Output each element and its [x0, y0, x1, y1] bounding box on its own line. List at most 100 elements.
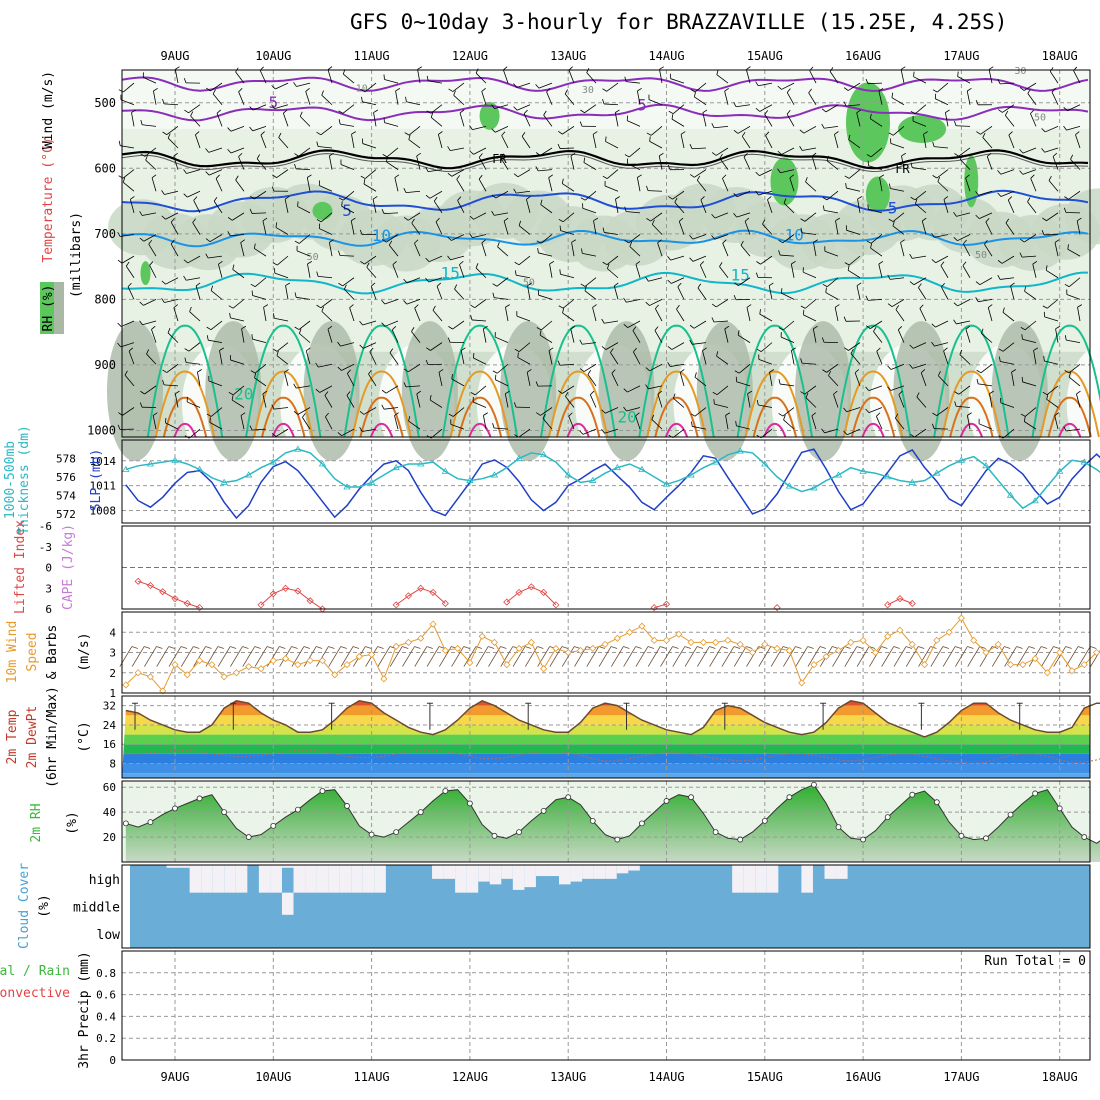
wind-barb-feather	[601, 429, 605, 434]
wind-barb-feather	[483, 325, 488, 330]
wind-barb	[562, 126, 575, 135]
surface-wind-barb-feather	[696, 646, 704, 649]
wind-barb-feather	[448, 326, 453, 330]
wind-barb	[259, 70, 267, 84]
wind-barb-feather	[1033, 347, 1039, 351]
wind-barb-feather	[293, 411, 299, 415]
wind-speed-marker	[871, 648, 879, 657]
wind-barb-feather	[743, 153, 748, 158]
wind-barb-feather	[1030, 174, 1035, 179]
wind-barb-feather	[805, 392, 809, 398]
wind-barb	[339, 255, 355, 257]
wind-barb	[828, 375, 839, 387]
wind-barb-feather	[976, 131, 981, 135]
surface-wind-barb-feather	[328, 646, 335, 649]
wind-barb	[1054, 242, 1059, 257]
wind-barb	[562, 385, 575, 394]
wind-barb	[276, 255, 289, 266]
wind-barb-feather	[811, 412, 816, 417]
wind-barb-feather	[755, 272, 759, 278]
wind-barb-feather	[975, 191, 979, 196]
surface-wind-barb-feather	[991, 646, 999, 649]
wind-barb-feather	[623, 406, 627, 412]
boundary-layer-isotherm	[359, 396, 404, 438]
wind-barb-feather	[913, 71, 915, 77]
wind-barb	[966, 90, 971, 105]
wind-barb-feather	[878, 260, 884, 265]
wind-barb	[454, 288, 465, 300]
wind-barb	[452, 407, 465, 417]
slp-tick: 1014	[90, 455, 117, 468]
wind-barb	[482, 328, 487, 343]
wind-barb	[568, 69, 575, 84]
wind-barb	[781, 82, 795, 90]
cloud-high-bar	[593, 865, 606, 879]
wind-barb-feather	[369, 347, 374, 352]
wind-barb-feather	[997, 79, 1001, 85]
wind-barb-feather	[778, 250, 781, 256]
wind-barb-feather	[240, 239, 246, 243]
wind-barb	[494, 104, 509, 109]
wind-barb	[736, 425, 751, 430]
wind-barb-feather	[690, 413, 696, 417]
wind-barb	[307, 263, 311, 278]
rh2m-marker	[516, 829, 522, 835]
freezing-level	[121, 149, 1089, 170]
wind-speed-marker	[1031, 655, 1039, 663]
wind-barb	[1068, 277, 1081, 288]
wind-barb-feather	[526, 196, 531, 200]
wind-barb-feather	[690, 89, 696, 93]
wind-barb-feather	[910, 162, 913, 168]
wind-barb	[984, 244, 993, 257]
wind-barb-feather	[833, 390, 838, 395]
wind-barb-feather	[470, 392, 476, 396]
wind-barb	[430, 342, 443, 351]
wind-barb-feather	[580, 283, 586, 287]
wind-barb-feather	[737, 330, 740, 336]
wind-barb-feather	[937, 371, 941, 376]
wind-speed-marker	[380, 675, 388, 683]
wind-barb	[523, 113, 531, 127]
wind-barb-feather	[887, 386, 892, 391]
rh-saturated	[846, 82, 891, 163]
wind-barb-feather	[210, 285, 214, 291]
wind-barb	[341, 428, 355, 437]
wind-speed-marker	[724, 636, 732, 644]
thickness-marker	[367, 478, 376, 485]
wind-barb	[411, 331, 421, 343]
wind-barb	[459, 264, 465, 278]
wind-barb-feather	[535, 166, 539, 172]
cloud-high-bar	[824, 865, 837, 879]
bottom-day-label: 9AUG	[161, 1070, 190, 1084]
wind-barb	[408, 363, 421, 373]
wind-barb-feather	[302, 413, 306, 418]
wind-speed-marker	[282, 655, 290, 663]
wind-barb-feather	[876, 412, 881, 417]
wind-barb-feather	[601, 409, 606, 414]
contour-label: 50	[1034, 112, 1046, 123]
wind-barb	[980, 126, 993, 135]
wind-barb-feather	[1002, 307, 1005, 313]
wind-barb-feather	[425, 257, 430, 262]
wind-barb	[811, 415, 817, 430]
wind-barb-feather	[316, 219, 322, 223]
wind-barb	[1000, 402, 1015, 408]
wind-barb-feather	[568, 412, 573, 417]
wind-barb	[319, 185, 333, 192]
wind-barb-feather	[932, 412, 937, 417]
wind-barb-feather	[879, 174, 885, 178]
wind-barb-feather	[195, 131, 200, 136]
wind-barb-feather	[388, 240, 393, 246]
wind-barb	[386, 234, 399, 243]
bottom-day-label: 11AUG	[354, 1070, 390, 1084]
wind-barb	[1045, 269, 1059, 279]
wind-speed-marker	[662, 636, 671, 644]
wind-barb	[363, 183, 377, 192]
wind-barb-feather	[711, 123, 715, 128]
wind-barb	[363, 407, 377, 415]
wind-barb-feather	[624, 154, 630, 158]
wind-barb	[124, 374, 135, 387]
wind-barb	[758, 404, 773, 408]
boundary-layer-isotherm	[736, 324, 813, 438]
wind-barb-feather	[1048, 175, 1052, 181]
